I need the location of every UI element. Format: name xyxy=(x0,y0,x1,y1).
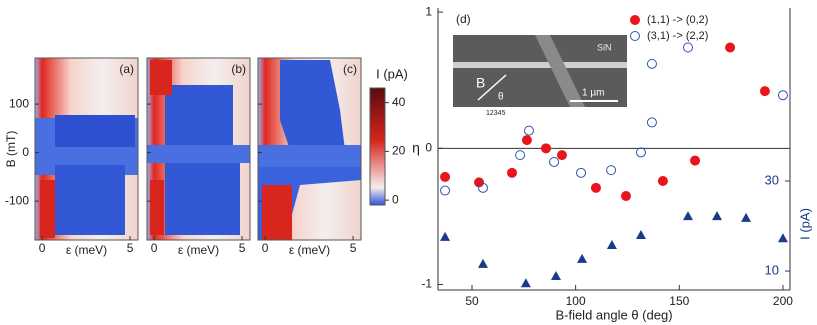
data-point xyxy=(777,90,788,101)
data-point xyxy=(507,167,518,178)
heatmap-region xyxy=(280,60,345,150)
colorbar xyxy=(369,87,386,206)
heatmap-region xyxy=(147,145,250,163)
data-point xyxy=(524,125,535,136)
inset-wire xyxy=(453,62,627,68)
x-tick-label: 150 xyxy=(669,294,689,308)
colorbar-label: I (pA) xyxy=(376,66,408,81)
panel-label: (c) xyxy=(343,62,357,76)
data-point xyxy=(635,230,646,240)
y2-tick-label: 30 xyxy=(765,172,779,187)
sem-inset: SiN B θ 12345 1 µm xyxy=(453,35,627,117)
heatmap-region xyxy=(165,163,240,235)
data-point xyxy=(541,143,552,154)
x-tick-label: 0 xyxy=(151,241,158,255)
panel-frame xyxy=(34,57,139,241)
inset-label: 12345 xyxy=(486,110,506,117)
data-point xyxy=(777,233,788,243)
colorbar-tick-label: 0 xyxy=(392,192,399,206)
x-tick-label: 200 xyxy=(773,294,793,308)
data-point xyxy=(520,278,531,288)
y-tick-label: 100 xyxy=(9,96,29,110)
x-axis-label: ε (meV) xyxy=(289,243,330,257)
inset-label: SiN xyxy=(597,42,612,52)
data-point xyxy=(577,253,588,263)
x-tick-label: 0 xyxy=(262,241,269,255)
heatmap-region xyxy=(150,180,164,235)
legend-label: (1,1) -> (0,2) xyxy=(647,14,708,26)
data-point xyxy=(440,185,451,196)
y2-axis-label: I (pA) xyxy=(797,208,812,240)
inset-label: B xyxy=(476,75,485,91)
inset-label: θ xyxy=(498,92,504,103)
data-point xyxy=(477,258,488,268)
data-point xyxy=(621,191,632,201)
inset-image xyxy=(453,35,627,107)
y-tick-label: 1 xyxy=(425,4,432,18)
data-point xyxy=(683,42,694,53)
heatmap-region xyxy=(165,85,233,147)
heatmap-images xyxy=(35,58,361,240)
data-point xyxy=(712,211,723,221)
data-point xyxy=(646,117,657,128)
data-point xyxy=(549,156,560,167)
data-point xyxy=(646,58,657,69)
inset-arrow xyxy=(477,74,507,101)
y-axis-label: η xyxy=(412,140,420,156)
x-tick-label: 100 xyxy=(566,294,586,308)
data-point xyxy=(550,271,561,281)
inset-label: 1 µm xyxy=(582,88,604,99)
data-point xyxy=(590,182,601,193)
data-point xyxy=(606,165,617,176)
y2-tick-label: 10 xyxy=(765,263,779,278)
data-point xyxy=(657,176,668,187)
x-tick-label: 5 xyxy=(127,241,134,255)
x-tick-label: 5 xyxy=(350,241,357,255)
heatmap-region xyxy=(55,115,135,147)
y-tick-label: 0 xyxy=(22,145,29,159)
data-point xyxy=(759,86,770,97)
panel-label: (b) xyxy=(231,62,246,76)
x-tick-label: 0 xyxy=(39,241,46,255)
inset-gates xyxy=(535,35,585,107)
heatmap-region xyxy=(40,180,55,238)
data-point xyxy=(741,212,752,222)
data-point xyxy=(440,231,451,241)
x-axis-label: ε (meV) xyxy=(66,243,107,257)
heatmap-region xyxy=(55,165,125,235)
data-point xyxy=(683,211,694,221)
data-point xyxy=(477,182,488,193)
x-axis-label: B-field angle θ (deg) xyxy=(555,307,672,322)
legend-marker xyxy=(630,31,640,41)
data-point xyxy=(521,135,532,146)
legend-label: (3,1) -> (2,2) xyxy=(647,30,708,42)
y-tick-label: -100 xyxy=(5,193,29,207)
colorbar-tick-label: 20 xyxy=(392,144,406,158)
legend-marker xyxy=(630,15,640,25)
x-axis-label: ε (meV) xyxy=(178,243,219,257)
heatmap-region xyxy=(258,145,361,167)
data-point xyxy=(635,147,646,158)
data-point xyxy=(690,155,701,166)
x-tick-label: 5 xyxy=(239,241,246,255)
panel-frame xyxy=(257,57,362,241)
heatmap-region xyxy=(150,60,172,95)
x-tick-label: 50 xyxy=(465,294,479,308)
panel-label: (a) xyxy=(119,62,134,76)
data-point xyxy=(576,167,587,178)
data-point xyxy=(725,42,736,53)
data-point xyxy=(515,150,526,161)
colorbar-tick-label: 40 xyxy=(392,95,406,109)
y-tick-label: 0 xyxy=(425,140,432,154)
heatmap-region xyxy=(262,185,292,240)
y-tick-label: -1 xyxy=(421,277,432,291)
data-point xyxy=(556,150,567,161)
data-point xyxy=(606,239,617,249)
data-point xyxy=(440,171,451,182)
panel-label: (d) xyxy=(456,12,471,26)
panel-frame xyxy=(146,57,251,241)
y-axis-label: B (mT) xyxy=(4,131,18,168)
